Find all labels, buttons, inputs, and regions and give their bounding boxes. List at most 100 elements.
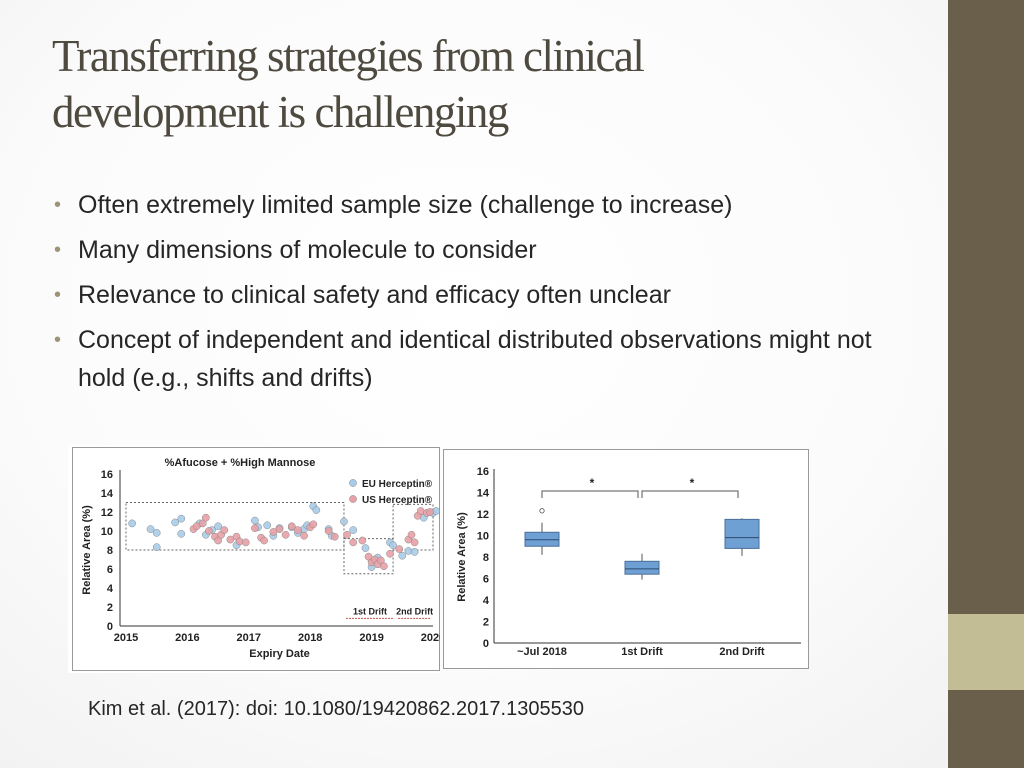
data-point	[201, 513, 210, 522]
reference-band	[343, 538, 394, 575]
data-point	[380, 562, 388, 571]
y-tick-label: 10	[477, 531, 489, 543]
boxplot-chart: 0 2 4 6 8 10 12 14 16 Relative Area (%) ~Jul 2018 1…	[456, 466, 801, 658]
bullet-text: Relevance to clinical safety and efficac…	[78, 281, 671, 309]
y-tick-label: 14	[101, 488, 114, 500]
data-point	[386, 549, 394, 558]
bullet-text: Often extremely limited sample size (cha…	[78, 191, 733, 219]
x-tick-label: 2018	[298, 632, 322, 644]
data-point	[410, 538, 419, 547]
data-point	[220, 526, 229, 534]
citation: Kim et al. (2017): doi: 10.1080/19420862…	[88, 698, 584, 720]
data-point	[410, 548, 419, 556]
bullet-dot-icon: •	[54, 284, 62, 306]
data-point	[398, 551, 407, 560]
slide-title: Transferring strategies from clinical de…	[52, 28, 912, 140]
sidebar-accent-block	[948, 614, 1024, 690]
outlier-point	[539, 508, 545, 514]
data-point	[287, 522, 296, 531]
y-tick-label: 8	[483, 552, 489, 564]
significance-bracket	[541, 490, 639, 498]
y-tick-label: 16	[477, 466, 489, 478]
title-line-1: Transferring strategies from clinical	[52, 31, 645, 81]
bullet-item: • Many dimensions of molecule to consider	[52, 231, 912, 269]
data-point	[361, 544, 370, 552]
legend-marker	[349, 479, 357, 487]
data-point	[395, 545, 404, 553]
x-axis-label: Expiry Date	[249, 648, 310, 660]
y-tick-label: 0	[107, 621, 113, 633]
bullet-text: Many dimensions of molecule to consider	[78, 236, 537, 264]
box	[624, 560, 660, 575]
data-point	[177, 530, 186, 538]
data-point	[260, 536, 268, 545]
legend-label: US Herceptin®	[362, 495, 433, 506]
x-tick-label: 2015	[114, 632, 138, 644]
legend-label: EU Herceptin®	[362, 479, 433, 490]
title-line-2: development is challenging	[52, 87, 509, 137]
data-point	[358, 536, 367, 545]
legend-marker	[349, 495, 357, 503]
x-tick-label: 2019	[359, 632, 383, 644]
y-tick-label: 14	[477, 488, 490, 500]
bullet-dot-icon: •	[54, 239, 62, 261]
bullet-dot-icon: •	[54, 329, 62, 351]
data-point	[349, 538, 358, 547]
data-point	[294, 526, 302, 534]
scatter-figure: %Afucose + %High Mannose 0 2 4 6 8 10 12 14 16 201…	[68, 445, 440, 673]
reference-band	[125, 502, 345, 551]
data-point	[171, 518, 179, 527]
drift-label: 1st Drift	[353, 606, 387, 616]
data-point	[324, 527, 333, 535]
data-point	[205, 527, 213, 535]
data-point	[128, 519, 136, 528]
y-axis-label: Relative Area (%)	[456, 512, 468, 602]
data-point	[343, 530, 351, 539]
data-point	[340, 517, 348, 526]
scatter-chart: %Afucose + %High Mannose 0 2 4 6 8 10 12 14 16 201…	[81, 457, 440, 660]
y-tick-label: 12	[477, 509, 489, 521]
bullet-list: • Often extremely limited sample size (ch…	[52, 186, 912, 404]
box	[724, 518, 760, 549]
data-point	[152, 529, 161, 537]
data-point	[349, 526, 358, 534]
y-tick-label: 0	[483, 638, 489, 650]
data-point	[312, 506, 321, 514]
data-point	[152, 543, 161, 552]
y-tick-label: 2	[483, 617, 489, 629]
x-tick-label: 2017	[237, 632, 261, 644]
y-axis-label: Relative Area (%)	[81, 505, 93, 595]
data-point	[275, 525, 284, 533]
boxplot-figure: 0 2 4 6 8 10 12 14 16 Relative Area (%) ~Jul 2018 1…	[443, 449, 809, 669]
y-tick-label: 4	[483, 595, 490, 607]
scatter-figure-frame	[72, 447, 440, 671]
y-tick-label: 4	[107, 583, 114, 595]
data-point	[281, 530, 290, 539]
data-point	[251, 516, 259, 525]
data-point	[389, 541, 397, 550]
bullet-dot-icon: •	[54, 194, 62, 216]
bullet-item: • Often extremely limited sample size (ch…	[52, 186, 912, 224]
data-point	[426, 508, 434, 516]
significance-bracket	[641, 490, 739, 498]
data-point	[214, 522, 222, 531]
x-tick-label: 2nd Drift	[719, 646, 765, 658]
x-tick-label: 2020	[421, 632, 440, 644]
data-point	[330, 532, 339, 541]
x-tick-label: 2016	[175, 632, 199, 644]
data-point	[146, 525, 155, 533]
y-tick-label: 10	[101, 526, 113, 538]
box	[524, 531, 560, 547]
data-point	[241, 538, 250, 547]
drift-label: 2nd Drift	[396, 606, 433, 616]
data-point	[300, 531, 308, 540]
bullet-item: • Relevance to clinical safety and effica…	[52, 276, 912, 314]
data-point	[263, 521, 272, 530]
data-point	[309, 520, 318, 529]
y-tick-label: 12	[101, 507, 113, 519]
data-point	[251, 524, 259, 533]
bullet-text: Concept of independent and identical dis…	[78, 326, 872, 392]
x-tick-label: 1st Drift	[621, 646, 663, 658]
y-tick-label: 8	[107, 545, 113, 557]
y-tick-label: 2	[107, 602, 113, 614]
